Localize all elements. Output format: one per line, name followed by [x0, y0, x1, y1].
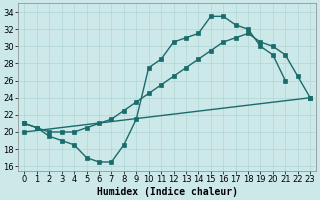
X-axis label: Humidex (Indice chaleur): Humidex (Indice chaleur) [97, 186, 238, 197]
